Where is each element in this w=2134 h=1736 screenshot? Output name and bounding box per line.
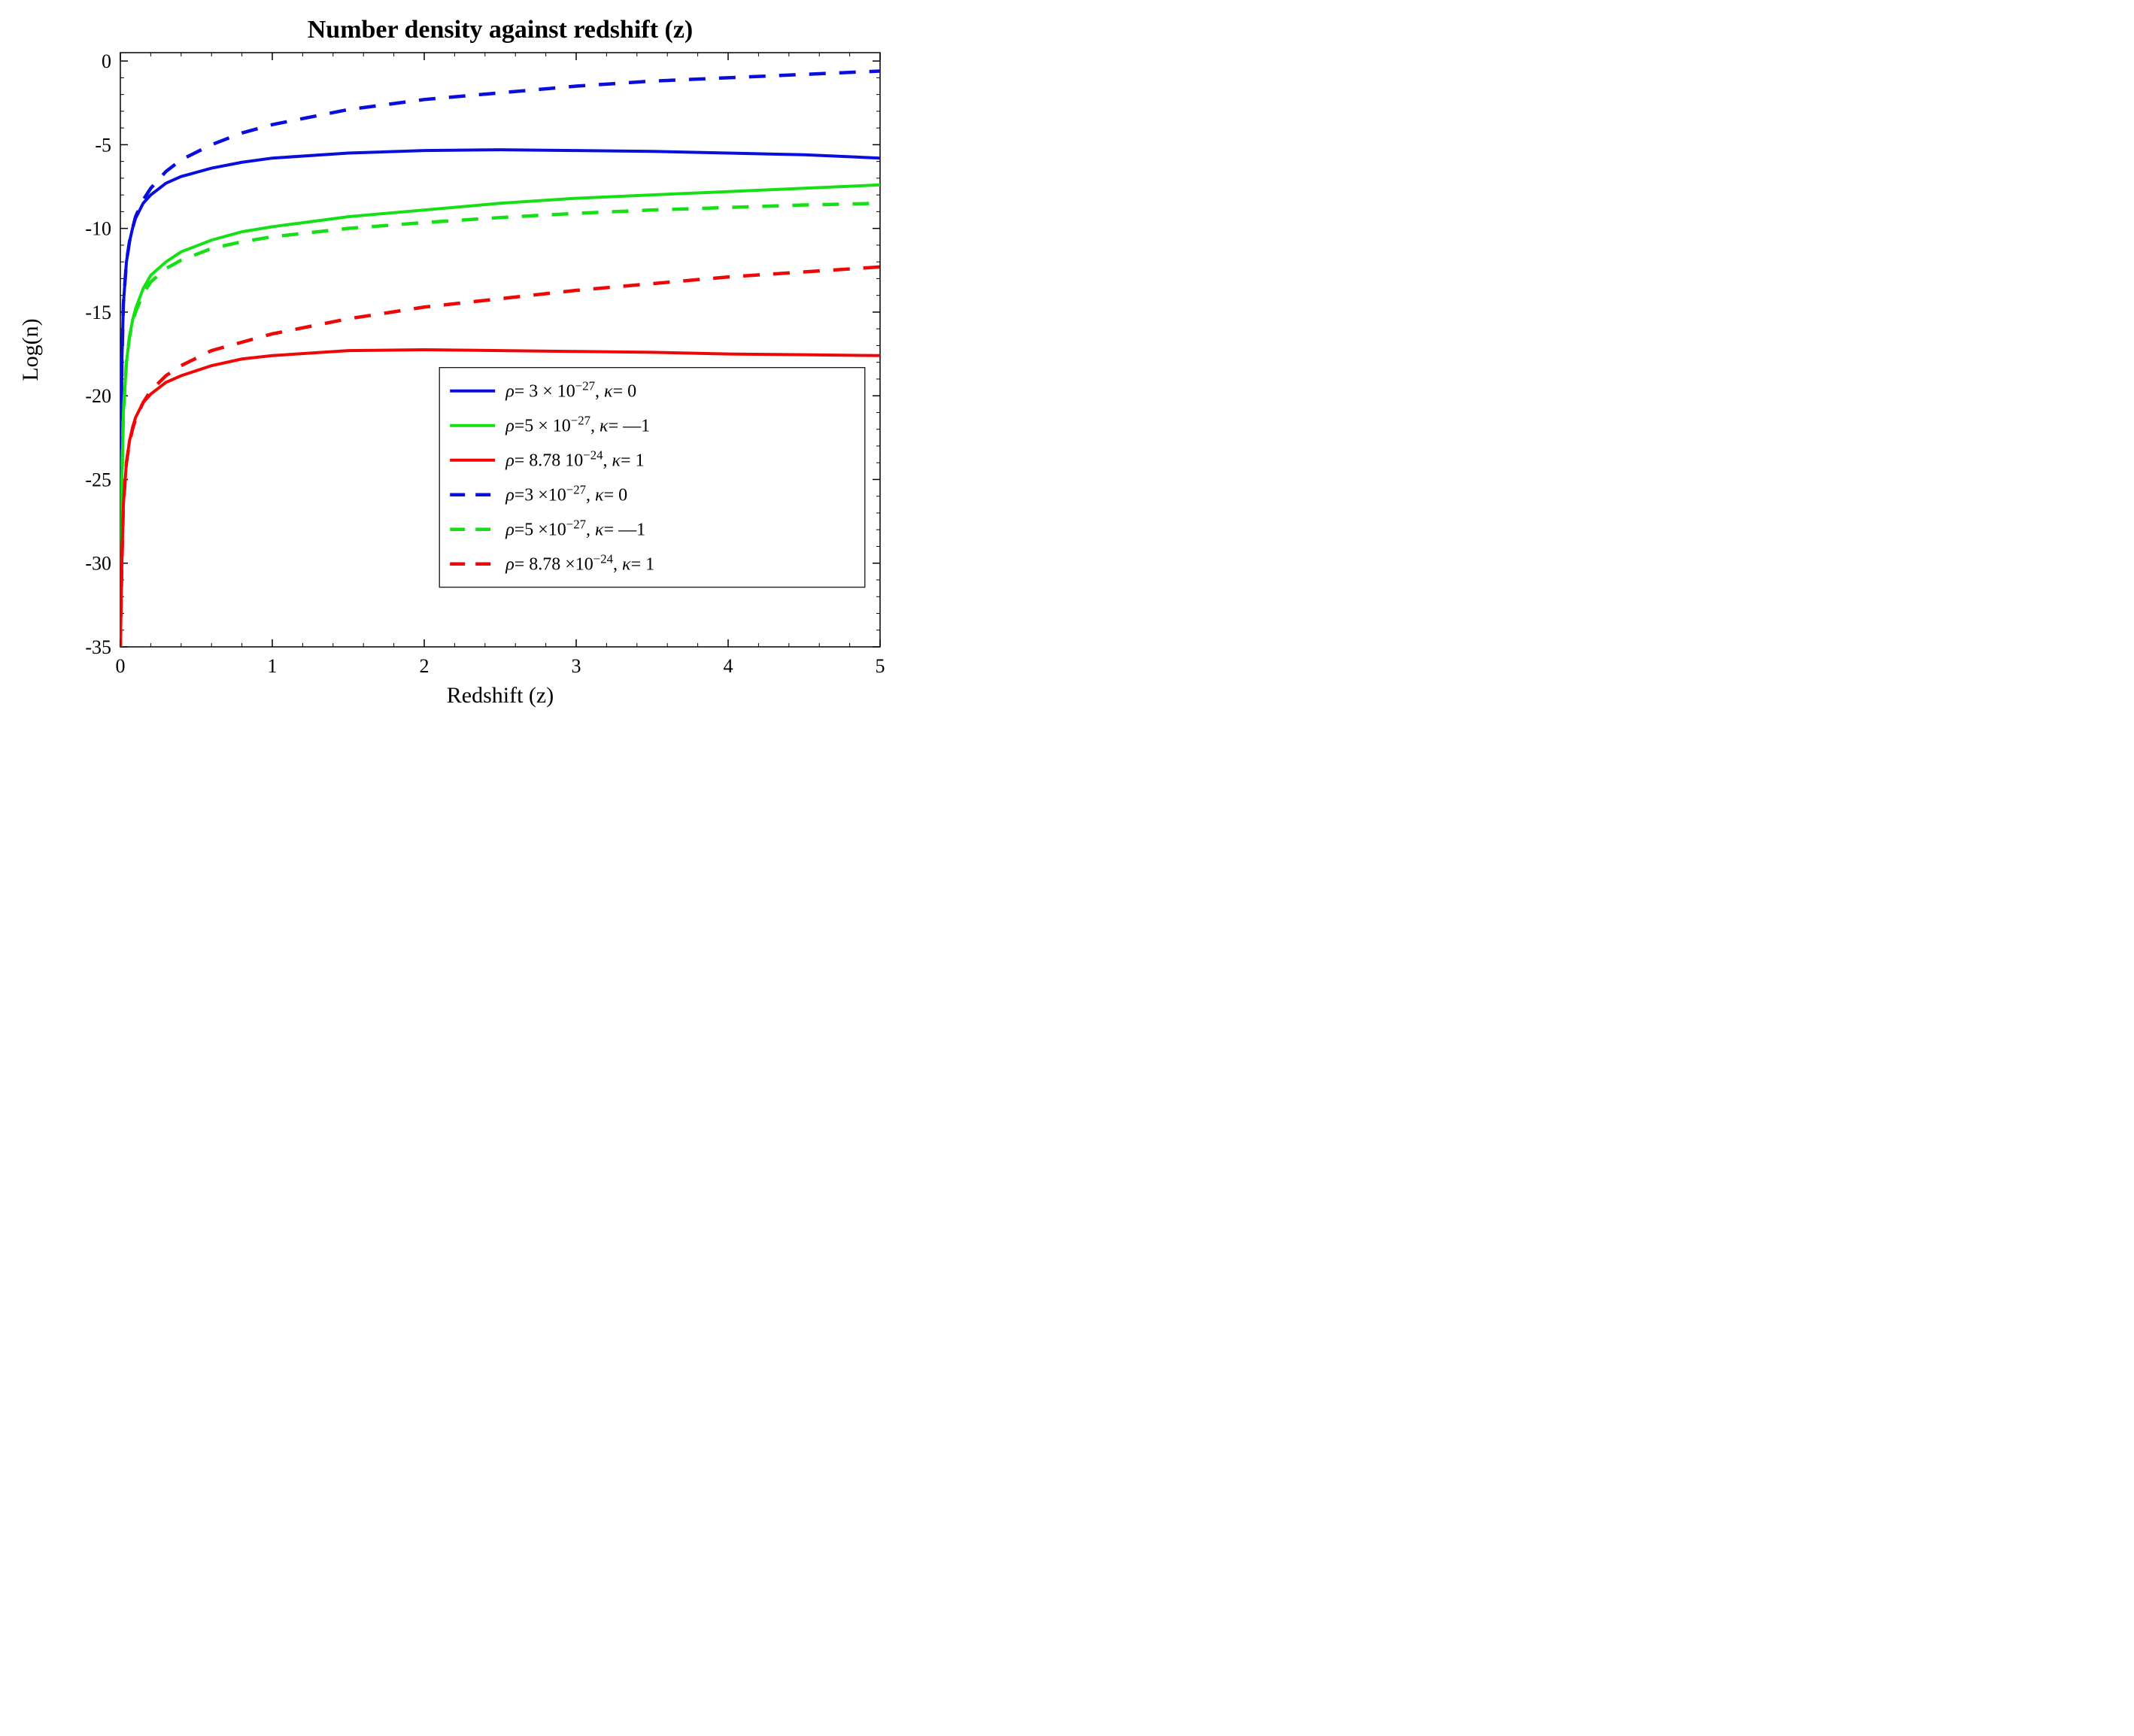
y-tick-label: -15	[85, 302, 111, 323]
series-red-dash	[120, 267, 880, 647]
series-green-dash	[120, 203, 880, 647]
x-tick-label: 5	[876, 655, 885, 677]
legend-label: ρ=3 ×10−27, κ= 0	[505, 482, 627, 505]
x-tick-label: 1	[268, 655, 278, 677]
x-axis-label: Redshift (z)	[447, 683, 554, 708]
y-tick-label: -35	[85, 636, 111, 658]
legend-label: ρ= 8.78 ×10−24, κ= 1	[505, 551, 654, 575]
x-tick-label: 3	[572, 655, 581, 677]
series-blue-solid	[120, 150, 880, 647]
y-tick-label: -5	[95, 134, 111, 156]
y-tick-label: 0	[102, 50, 111, 72]
x-tick-label: 4	[724, 655, 733, 677]
legend-label: ρ=5 × 10−27, κ= —1	[505, 413, 650, 436]
chart-svg: Number density against redshift (z) 0 1 2 3 4…	[0, 0, 903, 734]
y-tick-label: -25	[85, 469, 111, 490]
chart-container: Number density against redshift (z) 0 1 2 3 4…	[0, 0, 903, 734]
chart-title: Number density against redshift (z)	[308, 16, 694, 44]
legend-label: ρ= 3 × 10−27, κ= 0	[505, 378, 636, 402]
y-tick-label: -20	[85, 385, 111, 407]
legend-label: ρ=5 ×10−27, κ= —1	[505, 517, 645, 540]
y-axis-label: Log(n)	[18, 318, 43, 381]
series-group	[120, 71, 880, 647]
series-blue-dash	[120, 71, 880, 647]
y-tick-label: -10	[85, 218, 111, 240]
y-tick-label: -30	[85, 553, 111, 575]
series-green-solid	[120, 185, 880, 647]
series-red-solid	[120, 350, 880, 647]
x-tick-label: 0	[116, 655, 126, 677]
legend-label: ρ= 8.78 10−24, κ= 1	[505, 448, 644, 471]
x-tick-label: 2	[420, 655, 430, 677]
